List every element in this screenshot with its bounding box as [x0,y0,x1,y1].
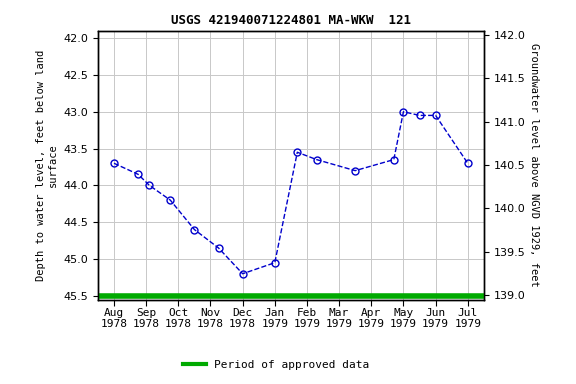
Y-axis label: Groundwater level above NGVD 1929, feet: Groundwater level above NGVD 1929, feet [529,43,539,287]
Legend: Period of approved data: Period of approved data [179,356,374,375]
Title: USGS 421940071224801 MA-WKW  121: USGS 421940071224801 MA-WKW 121 [171,14,411,27]
Y-axis label: Depth to water level, feet below land
surface: Depth to water level, feet below land su… [36,50,58,281]
